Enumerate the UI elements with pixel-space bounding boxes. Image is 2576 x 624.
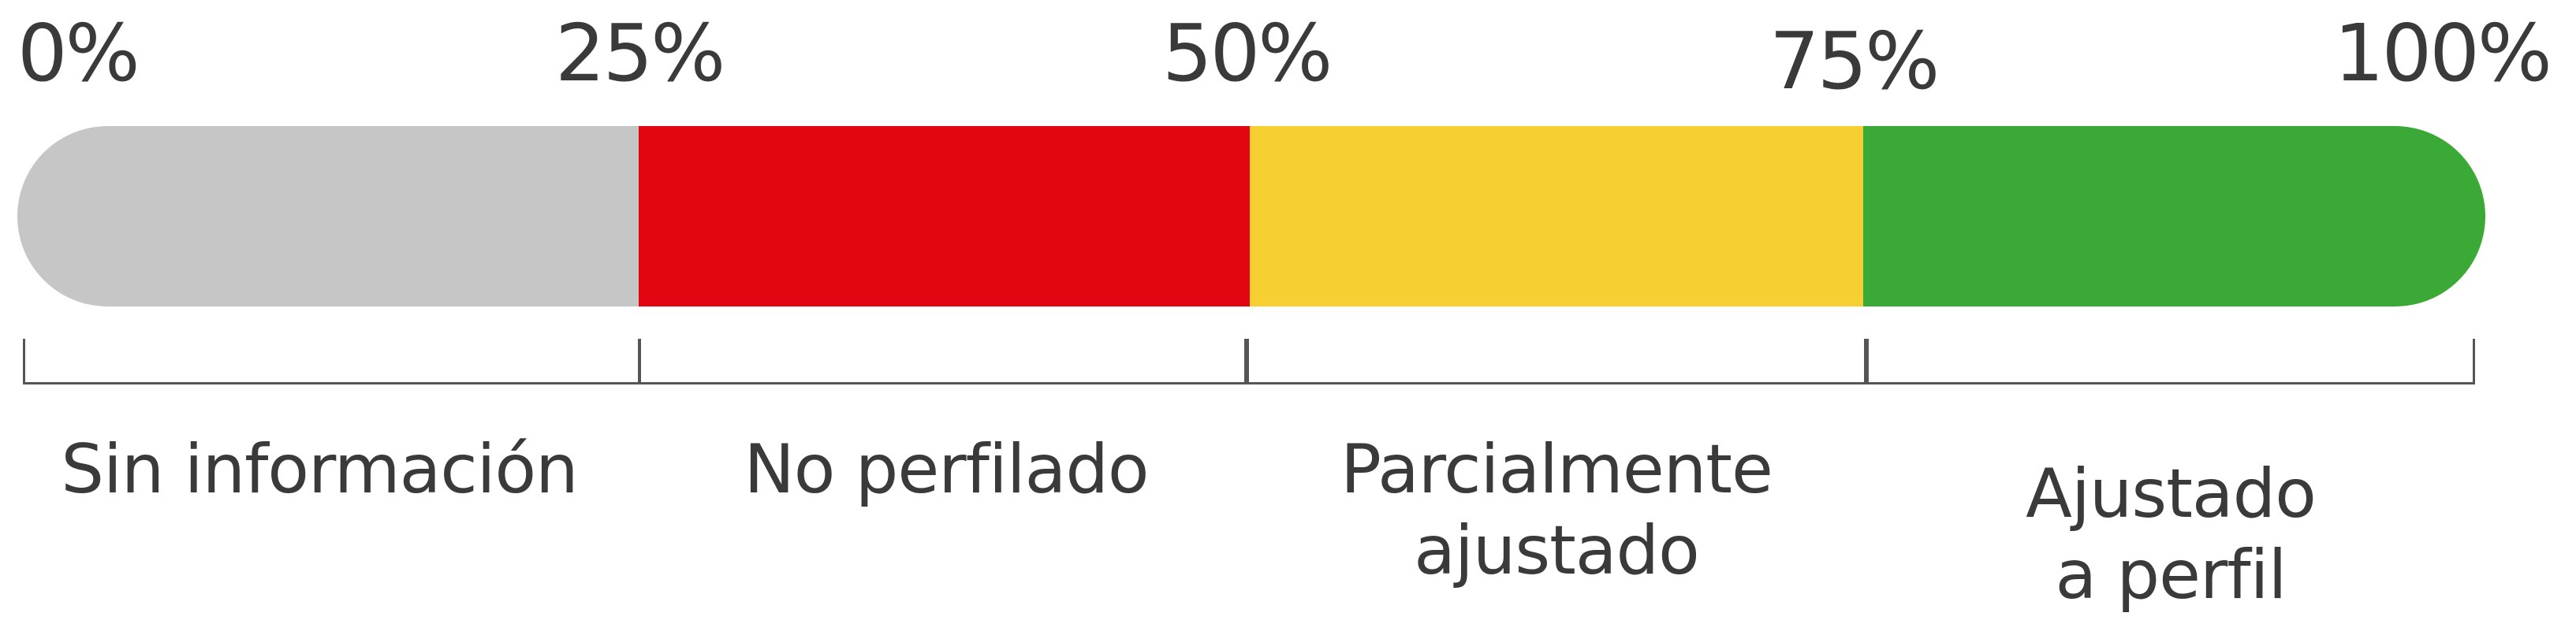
tick-label-50: 50% [1162, 7, 1333, 99]
label-no-perfilado: No perfilado [643, 429, 1250, 511]
segment-no-perfilado [639, 126, 1250, 306]
label-line: Sin información [61, 430, 578, 509]
tick-label-75: 75% [1769, 15, 1940, 107]
label-parcialmente-ajustado: Parcialmente ajustado [1247, 429, 1866, 592]
label-line: a perfil [2055, 536, 2287, 615]
tick-label-0: 0% [17, 7, 140, 99]
bracket-sin-informacion [23, 339, 640, 384]
label-line: ajustado [1414, 511, 1700, 591]
tick-label-25: 25% [555, 7, 725, 99]
segment-parcialmente-ajustado [1250, 126, 1863, 306]
profile-scale-bar [17, 126, 2485, 306]
label-line: No perfilado [744, 430, 1149, 509]
bracket-parcialmente-ajustado [1247, 339, 1866, 384]
segment-sin-informacion [17, 126, 639, 306]
bracket-ajustado-a-perfil [1866, 339, 2475, 384]
tick-label-100: 100% [2334, 7, 2552, 99]
label-line: Ajustado [2026, 455, 2317, 533]
label-line: Parcialmente [1340, 430, 1773, 509]
segment-ajustado-a-perfil [1863, 126, 2485, 306]
label-ajustado-a-perfil: Ajustado a perfil [1866, 454, 2475, 616]
label-sin-informacion: Sin información [20, 429, 619, 511]
bracket-no-perfilado [639, 339, 1247, 384]
